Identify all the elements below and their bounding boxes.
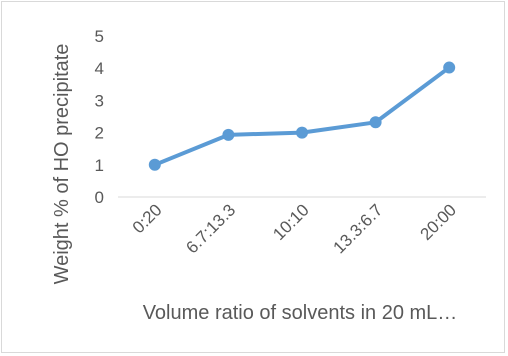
series-line — [152, 65, 452, 167]
x-tick-labels: 0:20 6.7:13.3 10:10 13.3:6.7 20:00 — [129, 200, 460, 257]
y-tick-label: 5 — [95, 27, 104, 46]
y-tick-label: 2 — [95, 124, 104, 143]
y-tick-label: 0 — [95, 188, 104, 207]
x-tick-label: 6.7:13.3 — [182, 200, 239, 257]
x-tick-label: 13.3:6.7 — [330, 200, 387, 257]
data-point — [296, 126, 308, 139]
data-point — [443, 61, 456, 74]
y-tick-label: 1 — [95, 156, 104, 175]
data-point — [369, 116, 382, 129]
data-point — [148, 158, 161, 171]
x-tick-label: 20:00 — [417, 200, 461, 244]
y-tick-label: 3 — [95, 91, 104, 110]
data-point — [222, 128, 235, 141]
y-axis-title: Weight % of HO precipitate — [51, 44, 73, 285]
y-tick-labels: 0 1 2 3 4 5 — [95, 27, 104, 207]
data-points — [148, 61, 456, 171]
x-axis-title: Volume ratio of solvents in 20 mL… — [143, 302, 458, 324]
y-tick-label: 4 — [95, 59, 104, 78]
x-tick-label: 10:10 — [269, 200, 313, 244]
x-tick-label: 0:20 — [129, 200, 166, 237]
